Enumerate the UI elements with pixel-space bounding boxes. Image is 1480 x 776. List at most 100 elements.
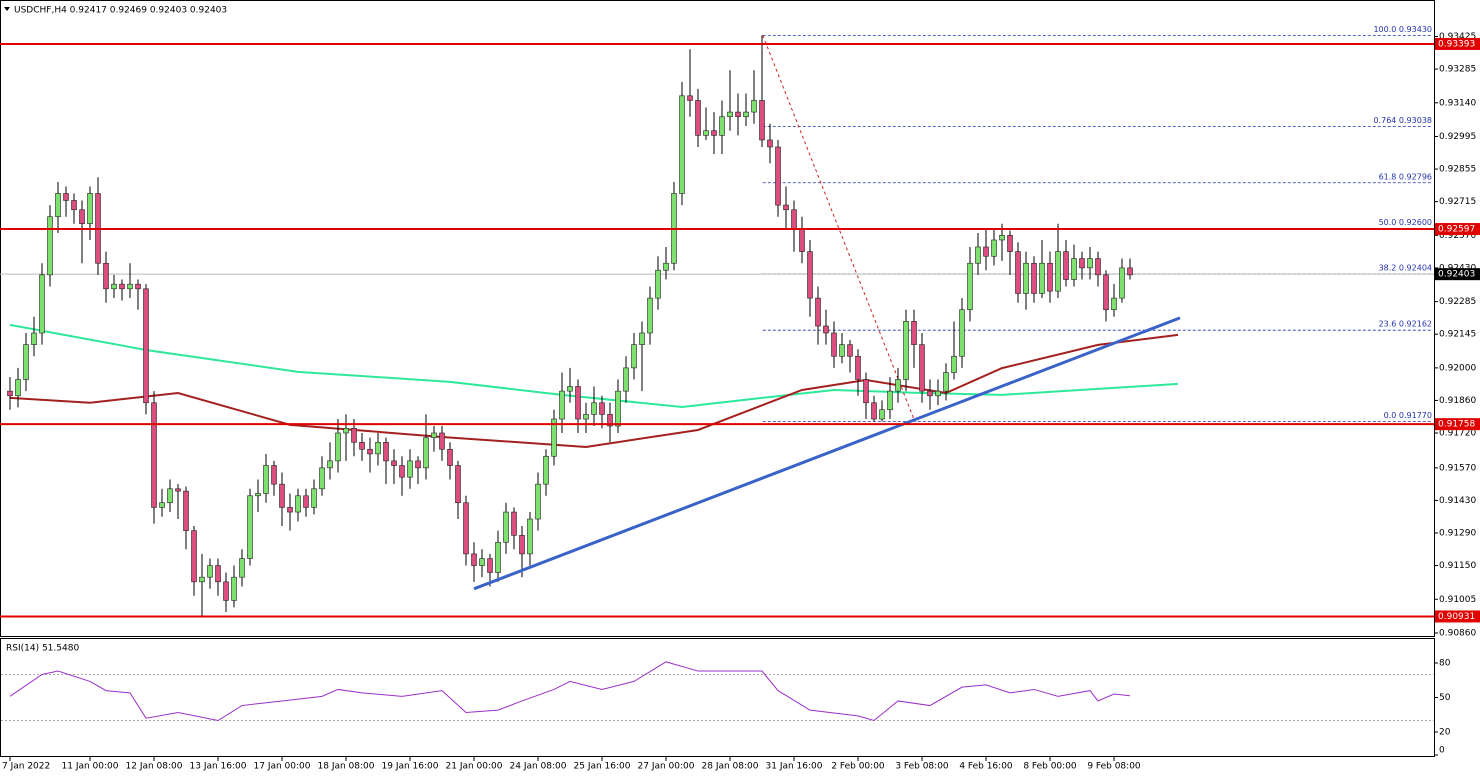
fib-label: 0.0 0.91770: [1384, 411, 1432, 420]
candle-body: [839, 344, 845, 357]
level-box: [1435, 418, 1480, 431]
candle-body: [319, 467, 325, 490]
candle-body: [495, 541, 501, 573]
candle-body: [431, 432, 437, 438]
candle-body: [183, 490, 189, 531]
candle-body: [167, 488, 173, 504]
candle-body: [1031, 262, 1037, 294]
candle-body: [255, 493, 261, 497]
candle-body: [1055, 251, 1061, 292]
candle-body: [367, 448, 373, 455]
candle-body: [199, 576, 205, 583]
x-tick-label: 8 Feb 00:00: [1023, 762, 1077, 772]
y-tick-label: 0.91005: [1439, 595, 1476, 605]
candle-body: [215, 565, 221, 583]
candle-body: [935, 390, 941, 397]
candle-body: [639, 332, 645, 345]
main-panel: [0, 0, 1435, 637]
y-tick-label: 50: [1439, 693, 1451, 703]
candle-body: [775, 146, 781, 206]
candle-body: [799, 228, 805, 252]
candle-body: [159, 502, 165, 508]
y-tick-label: 0.92000: [1439, 363, 1476, 373]
candle-body: [951, 355, 957, 373]
candle-body: [575, 386, 581, 420]
x-tick-label: 19 Jan 16:00: [382, 762, 439, 772]
y-tick-label: 0.91150: [1439, 561, 1476, 571]
y-tick-label: 0.92145: [1439, 330, 1476, 340]
candle-body: [535, 483, 541, 520]
candle-body: [599, 402, 605, 415]
candle-body: [447, 448, 453, 466]
candle-body: [967, 262, 973, 311]
rsi-title: RSI(14) 51.5480: [6, 644, 79, 654]
x-tick-label: 2 Feb 00:00: [831, 762, 885, 772]
candle-body: [831, 332, 837, 357]
candle-body: [207, 565, 213, 578]
candle-body: [655, 269, 661, 299]
candle-body: [759, 100, 765, 141]
candle-body: [631, 344, 637, 369]
candle-body: [879, 409, 885, 420]
moving-average: [9, 333, 1179, 448]
candle-body: [239, 558, 245, 578]
candle-body: [1103, 274, 1109, 311]
fib-label: 50.0 0.92600: [1379, 218, 1432, 227]
level-label: 0.90931: [1438, 612, 1475, 622]
chart-title: USDCHF,H4 0.92417 0.92469 0.92403 0.9240…: [14, 6, 227, 16]
candle-body: [351, 428, 357, 443]
candle-body: [687, 95, 693, 101]
candle-body: [959, 309, 965, 357]
candle-body: [327, 460, 333, 469]
candle-body: [735, 111, 741, 118]
candle-body: [79, 209, 85, 225]
y-tick-label: 0.91430: [1439, 496, 1476, 506]
candle-body: [767, 139, 773, 148]
candle-body: [1039, 262, 1045, 294]
x-tick-label: 12 Jan 08:00: [126, 762, 183, 772]
candle-body: [415, 460, 421, 469]
x-tick-label: 27 Jan 00:00: [638, 762, 695, 772]
y-tick-label: 0.92715: [1439, 197, 1476, 207]
candle-body: [247, 495, 253, 559]
candle-body: [559, 390, 565, 420]
candle-body: [479, 558, 485, 566]
y-tick-label: 0.93425: [1439, 32, 1476, 42]
candle-body: [567, 386, 573, 392]
candle-body: [1079, 258, 1085, 269]
candle-body: [471, 553, 477, 566]
candle-body: [1047, 262, 1053, 292]
candle-body: [439, 432, 445, 450]
candle-body: [551, 418, 557, 457]
fib-label: 38.2 0.92404: [1379, 263, 1432, 272]
candle-body: [943, 372, 949, 392]
trendline: [473, 316, 1181, 591]
candle-body: [895, 379, 901, 392]
candle-body: [1111, 297, 1117, 311]
candle-body: [527, 518, 533, 555]
candle-body: [15, 379, 21, 397]
candle-body: [607, 414, 613, 427]
candle-body: [23, 344, 29, 380]
candle-body: [1127, 267, 1133, 276]
candle-body: [919, 344, 925, 392]
candle-body: [703, 130, 709, 136]
candle-body: [391, 460, 397, 466]
candle-body: [111, 283, 117, 290]
candle-body: [223, 581, 229, 601]
candle-body: [1015, 251, 1021, 294]
candle-body: [407, 460, 413, 478]
x-tick-label: 18 Jan 08:00: [318, 762, 375, 772]
candle-body: [135, 283, 141, 290]
candle-body: [231, 576, 237, 601]
candle-body: [463, 502, 469, 555]
x-tick-label: 24 Jan 08:00: [510, 762, 567, 772]
candle-body: [927, 390, 933, 397]
candle-body: [1071, 258, 1077, 280]
x-tick-label: 17 Jan 00:00: [254, 762, 311, 772]
x-tick-label: 4 Feb 16:00: [959, 762, 1013, 772]
fib-label: 23.6 0.92162: [1379, 320, 1432, 329]
candle-body: [63, 193, 69, 201]
candle-body: [711, 130, 717, 136]
